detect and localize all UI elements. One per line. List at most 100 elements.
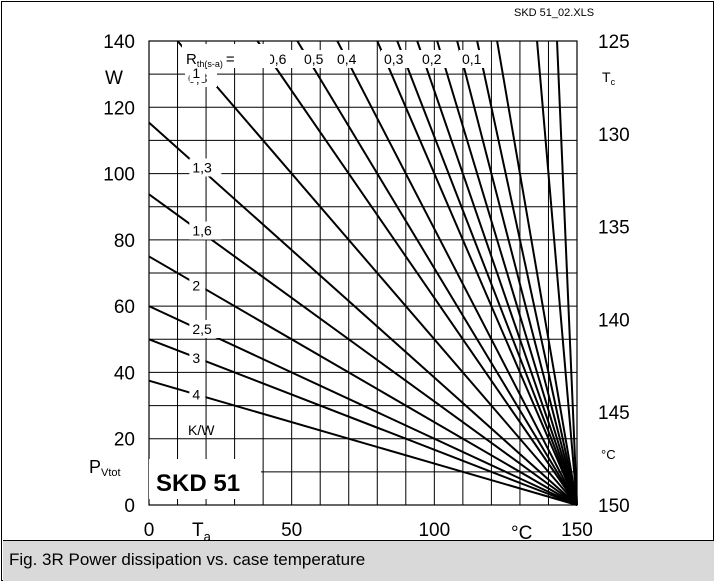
series-labels: 0,10,20,30,40,50,60,811,31,622,534 (185, 50, 491, 404)
series-label: 2 (189, 276, 206, 295)
series-label-bg (189, 349, 206, 368)
y-axis-label: PVtot (89, 457, 121, 479)
series-label-text: 1 (192, 65, 200, 81)
y-unit-label: W (105, 68, 123, 89)
series-label-text: 0,6 (267, 51, 287, 67)
series-label-bg (189, 385, 206, 404)
series-label-bg (189, 64, 206, 83)
series-line (148, 338, 578, 506)
series-label: 2,5 (189, 320, 222, 339)
series-label-bg (189, 320, 222, 339)
right-tick-label: 125 (598, 32, 630, 53)
series-line (436, 40, 578, 506)
series-label-bg (264, 50, 296, 68)
series-label-bg (334, 50, 366, 68)
series-label-text: 4 (192, 387, 200, 403)
grid (148, 40, 578, 506)
rth-legend-title: Rth(s-a) = (182, 44, 270, 69)
x-tick-label: 50 (281, 520, 302, 541)
series-label: 3 (189, 349, 206, 368)
right-axis-label-main: T (602, 69, 611, 85)
x-tick-label: 150 (561, 520, 593, 541)
series-label-bg (419, 50, 451, 68)
y-axis-label-main: P (89, 457, 101, 477)
series-line (336, 40, 578, 506)
series-label-bg (459, 50, 491, 68)
rth-label-eq: = (226, 51, 235, 68)
series-label: 0,1 (459, 50, 491, 68)
series-label-text: 2,5 (192, 321, 212, 337)
x-axis-label: Ta (192, 520, 212, 542)
right-axis-label-sub: c (611, 77, 616, 87)
y-tick-label: 100 (103, 165, 135, 186)
y-tick-label: 140 (103, 32, 135, 53)
series-label-text: 2 (192, 277, 200, 293)
caption-text: Fig. 3R Power dissipation vs. case tempe… (9, 550, 366, 569)
series-line (456, 40, 578, 506)
svg-text:Rth(s-a)=: Rth(s-a) = (186, 51, 235, 69)
axis-ticks: 0 20 40 60 80 100 120 140 0 50 100 150 125 130 135 140 1… (103, 32, 629, 541)
series-line (536, 40, 578, 506)
series-label-bg (381, 50, 413, 68)
series-line (296, 40, 578, 506)
series-line (256, 40, 578, 506)
x-tick-label: 0 (144, 520, 155, 541)
series-label-text: 1,6 (192, 223, 212, 239)
plot-border (148, 40, 578, 506)
series-label: 1 (189, 64, 206, 83)
series-line (556, 40, 578, 506)
right-axis-label: Tc (602, 69, 616, 87)
series-label: 0,2 (419, 50, 451, 68)
series-label-text: 1,3 (192, 159, 212, 175)
series-lines (148, 40, 578, 506)
x-axis-label-sub: a (204, 529, 212, 542)
series-label: 4 (189, 385, 206, 404)
x-unit-label: °C (511, 523, 532, 542)
series-line (148, 193, 578, 506)
series-label-bg (189, 221, 222, 240)
series-label: 0,3 (381, 50, 413, 68)
series-label-bg (301, 50, 333, 68)
series-label-bg (189, 276, 206, 295)
series-line (176, 40, 578, 506)
chart-title: SKD 51 (156, 470, 240, 497)
y-tick-label: 0 (124, 496, 135, 517)
x-tick-label: 100 (418, 520, 450, 541)
right-unit-label: °C (601, 447, 616, 462)
rth-label-sub: th(s-a) (197, 59, 223, 69)
series-label-text: 0,3 (384, 51, 404, 67)
series-label-text: 0,1 (462, 51, 482, 67)
series-line (148, 255, 578, 506)
y-axis-label-sub: Vtot (101, 467, 121, 479)
device-title: SKD 51 (149, 459, 261, 499)
series-label-text: 3 (192, 350, 200, 366)
rth-unit-label: K/W (188, 422, 215, 438)
series-line (148, 379, 578, 506)
y-tick-label: 120 (103, 98, 135, 119)
y-tick-label: 20 (114, 430, 135, 451)
y-tick-label: 40 (114, 363, 135, 384)
right-tick-label: 150 (598, 496, 630, 517)
chart-svg: SKD 51_02.XLS 0,10,20,30,40,50,60,811,31… (89, 7, 630, 542)
figure-caption: Fig. 3R Power dissipation vs. case tempe… (3, 540, 714, 581)
right-tick-label: 140 (598, 310, 630, 331)
series-line (416, 40, 578, 506)
series-line (148, 121, 578, 506)
rth-label-main: R (186, 51, 197, 68)
source-label: SKD 51_02.XLS (514, 7, 594, 19)
right-tick-label: 135 (598, 218, 630, 239)
series-line (476, 40, 578, 506)
series-line (496, 40, 578, 506)
right-tick-label: 130 (598, 125, 630, 146)
series-line (148, 305, 578, 506)
series-label-text: 0,4 (337, 51, 357, 67)
x-axis-label-main: T (192, 520, 204, 541)
series-label: 1,3 (189, 158, 222, 177)
series-label: 0,6 (264, 50, 296, 68)
series-label-text: 0,5 (304, 51, 324, 67)
y-tick-label: 80 (114, 231, 135, 252)
series-label: 0,4 (334, 50, 366, 68)
series-label-bg (189, 158, 222, 177)
series-line (376, 40, 578, 506)
